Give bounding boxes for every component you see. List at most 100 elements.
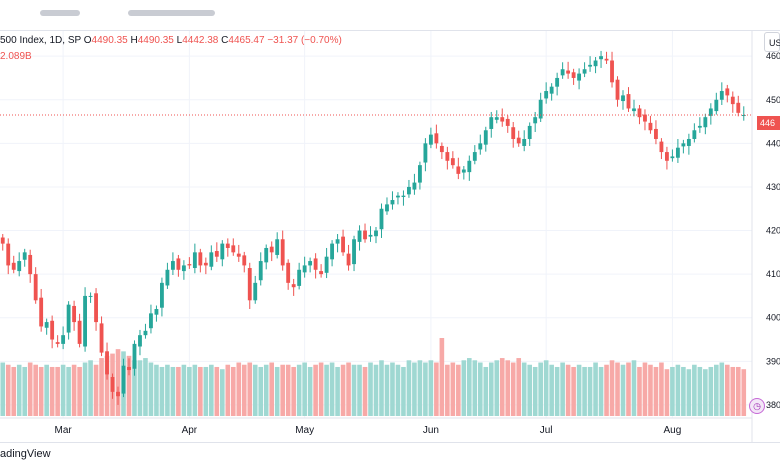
candle-body [412,182,417,190]
volume-bar [582,366,587,416]
candle-body [110,377,115,392]
candle-body [275,239,280,255]
volume-bar [351,364,357,416]
volume-bar [412,362,417,416]
toolbar-placeholder [180,10,215,16]
candle-body [88,295,93,297]
volume-bar [49,366,55,416]
volume-bar [362,366,368,416]
candle-body [741,115,746,117]
candle-body [714,99,719,112]
volume-bar [11,366,17,416]
symbol-description[interactable]: 500 Index, 1D, SP [0,35,81,46]
candle-body [423,143,428,163]
candle-body [522,138,527,146]
candle-body [697,125,702,128]
candle-body [659,141,664,153]
candle-body [341,236,345,253]
candle-body [533,117,538,124]
candle-body [500,117,505,122]
candle-body [127,366,131,371]
candle-body [648,122,653,131]
volume-bar [88,360,93,416]
volume-bar [428,360,434,416]
candle-body [637,108,642,118]
volume-bar [291,366,296,416]
candle-body [253,282,258,301]
candle-body [582,69,587,74]
candle-body [719,91,724,100]
footer-bar [0,442,780,471]
volume-bar [241,364,247,416]
volume-bar [637,366,642,416]
volume-bar [99,358,104,416]
candle-body [50,320,55,340]
candle-body [566,70,571,74]
candle-body [99,323,104,353]
volume-bar [170,366,176,416]
y-tick-label: 420 [766,226,780,236]
candle-body [538,99,543,119]
volume-bar [115,349,121,416]
candle-body [286,262,291,283]
volume-bar [681,366,686,416]
candle-body [664,152,669,161]
volume-bar [554,366,560,416]
candle-body [22,252,27,260]
candle-body [302,265,307,273]
currency-button[interactable]: US [764,32,780,52]
volume-bar [395,364,401,416]
volume-bar [82,362,88,416]
volume-bar [60,364,66,416]
candle-body [264,247,269,263]
candle-body [77,320,82,344]
volume-bar [708,366,714,416]
volume-bar [313,364,318,416]
alert-clock-icon[interactable]: ◷ [749,398,765,414]
volume-bar [154,364,159,416]
volume-bar [538,362,543,416]
candle-body [472,152,477,161]
volume-bar [505,360,511,416]
volume-bar [724,364,730,416]
candle-body [643,114,647,122]
candle-body [571,72,576,78]
candle-body [632,108,636,112]
volume-bar [664,369,670,416]
volume-bar [456,364,461,416]
volume-bar [626,362,631,416]
candle-body [610,60,614,83]
volume-bar [368,362,373,416]
brand-label[interactable]: adingView [0,448,51,460]
candle-body [269,246,274,253]
x-tick-label: Jul [540,425,553,436]
volume-bar [560,362,565,416]
candle-body [428,134,433,145]
volume-bar [450,362,456,416]
volume-bar [318,362,324,416]
candle-body [599,56,603,60]
candle-body [434,133,439,144]
candle-body [654,128,658,139]
candle-body [670,156,675,159]
candle-body [494,117,499,120]
volume-bar [77,366,82,416]
last-price-tag: 446 [757,116,780,130]
volume-bar [571,366,576,416]
y-tick-label: 380 [766,400,780,410]
toolbar-placeholder [40,10,80,16]
volume-bar [472,360,478,416]
candle-body [105,351,109,375]
candle-body [247,268,252,301]
volume-bar [719,362,725,416]
volume-bar [516,358,522,416]
candle-body [242,255,247,266]
open-value: 4490.35 [91,35,128,46]
toolbar-placeholder [128,10,188,16]
volume-bar [499,358,505,416]
volume-bar [126,355,132,416]
volume-bar [615,362,620,416]
candle-body [44,322,49,328]
volume-bar [384,364,390,416]
